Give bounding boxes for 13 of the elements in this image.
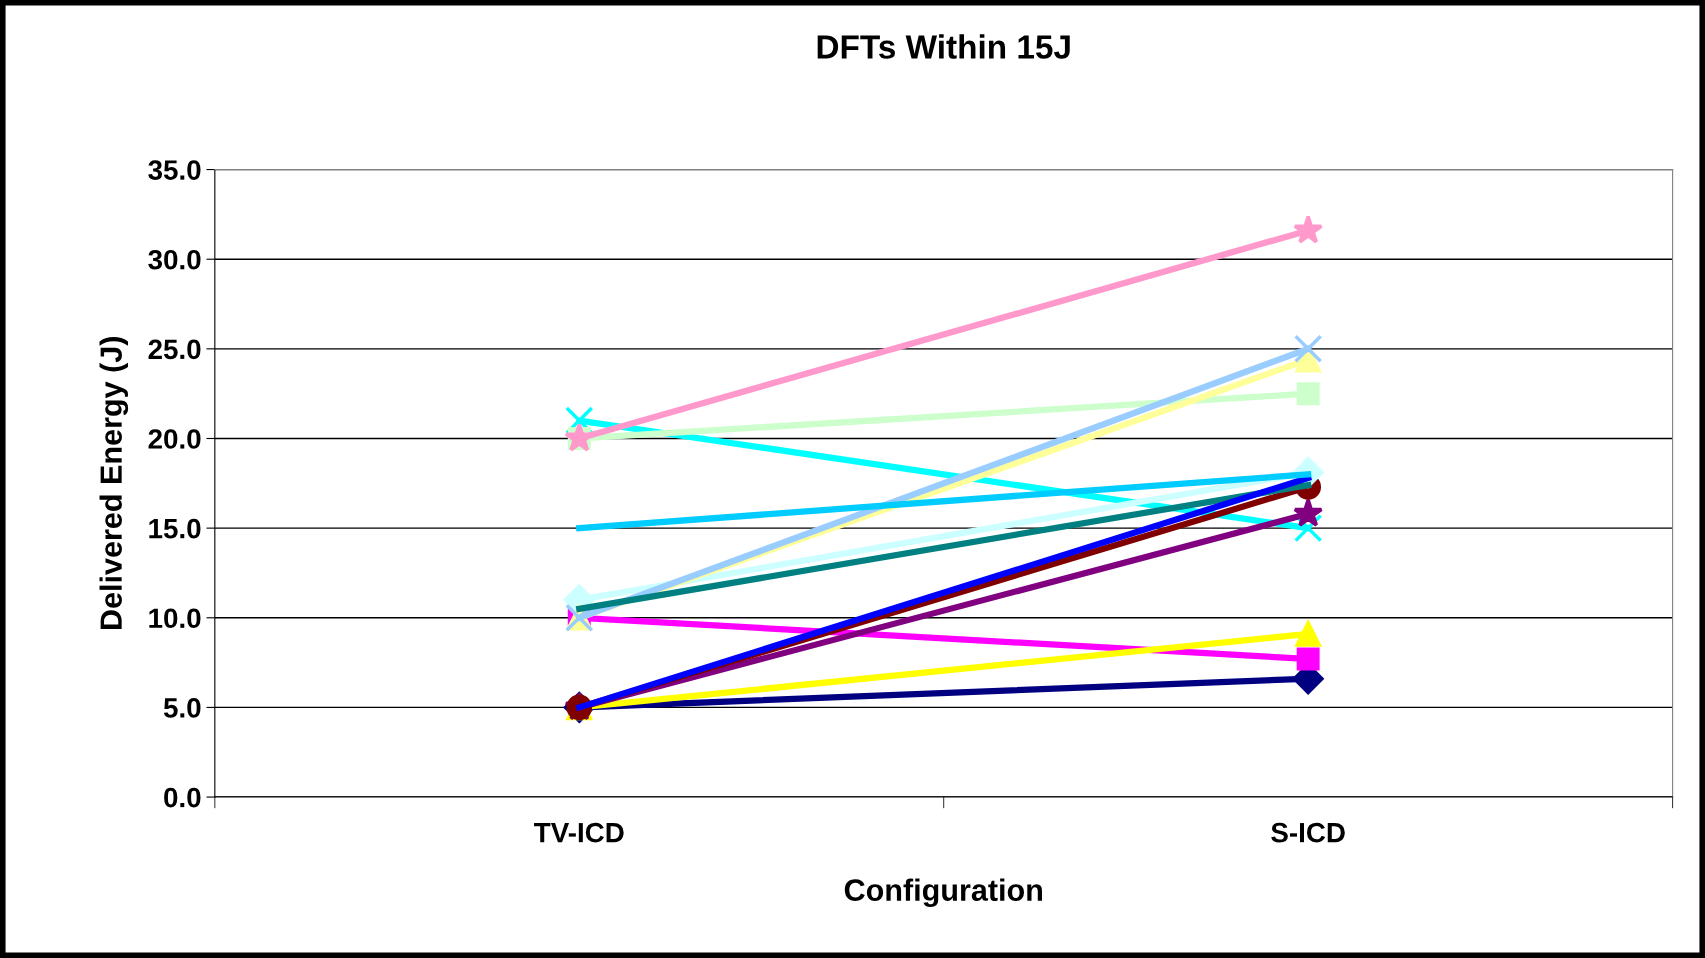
y-tick-label: 10.0 (149, 608, 201, 629)
y-tick-label: 5.0 (163, 698, 201, 718)
x-tick-label: S-ICD (1271, 822, 1345, 843)
y-tick-label: 25.0 (148, 339, 201, 360)
y-tick-label: 0.0 (164, 787, 201, 808)
x-tick-label: TV-ICD (534, 822, 624, 843)
y-tick-label: 35.0 (148, 160, 201, 180)
y-tick-label: 30.0 (148, 249, 201, 270)
y-axis-title: Delivered Energy (J) (99, 337, 129, 629)
x-axis-title: Configuration (844, 878, 1042, 908)
y-tick-label: 20.0 (148, 429, 201, 449)
chart-title: DFTs Within 15J (817, 34, 1070, 59)
y-tick-label: 15.0 (149, 518, 201, 539)
